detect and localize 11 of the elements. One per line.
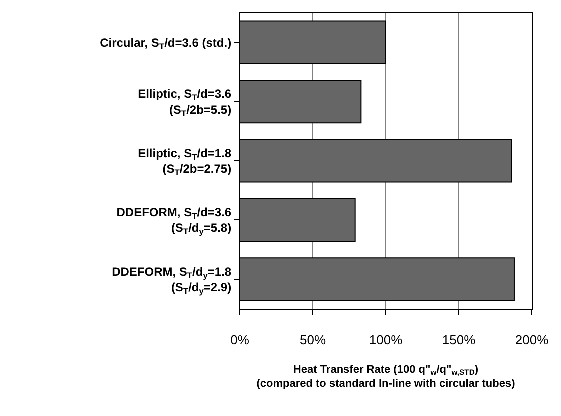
x-tick-label: 0% <box>230 332 250 348</box>
category-label: Elliptic, S$_{T}$/d=1.8 (S$_{T}$/2b=2.75) <box>138 146 232 178</box>
category-label: Elliptic, S$_{T}$/d=3.6 (S$_{T}$/2b=5.5) <box>138 87 232 118</box>
x-tick-label: 100% <box>369 332 404 348</box>
x-axis-title: Heat Transfer Rate (100 q"$_{w}$/q"$_{w,STD}$) (compared to standard In-line with circular tubes) <box>256 364 516 390</box>
y-tick-label: Circular, S$_{T}$/d=3.6 (std.) <box>100 36 232 52</box>
x-tick-label: 50% <box>300 332 326 348</box>
category-label: DDEFORM, S$_{T}$/d$_{y}$=1.8 (S$_{T}$/d$_{y}$=2.9) <box>112 264 232 296</box>
x-tick-label: 150% <box>442 332 476 348</box>
x-tick-label: 200% <box>515 332 550 348</box>
y-tick-label: DDEFORM, S$_{T}$/d=3.6 (S$_{T}$/d$_{y}$=5.8) <box>116 206 232 237</box>
